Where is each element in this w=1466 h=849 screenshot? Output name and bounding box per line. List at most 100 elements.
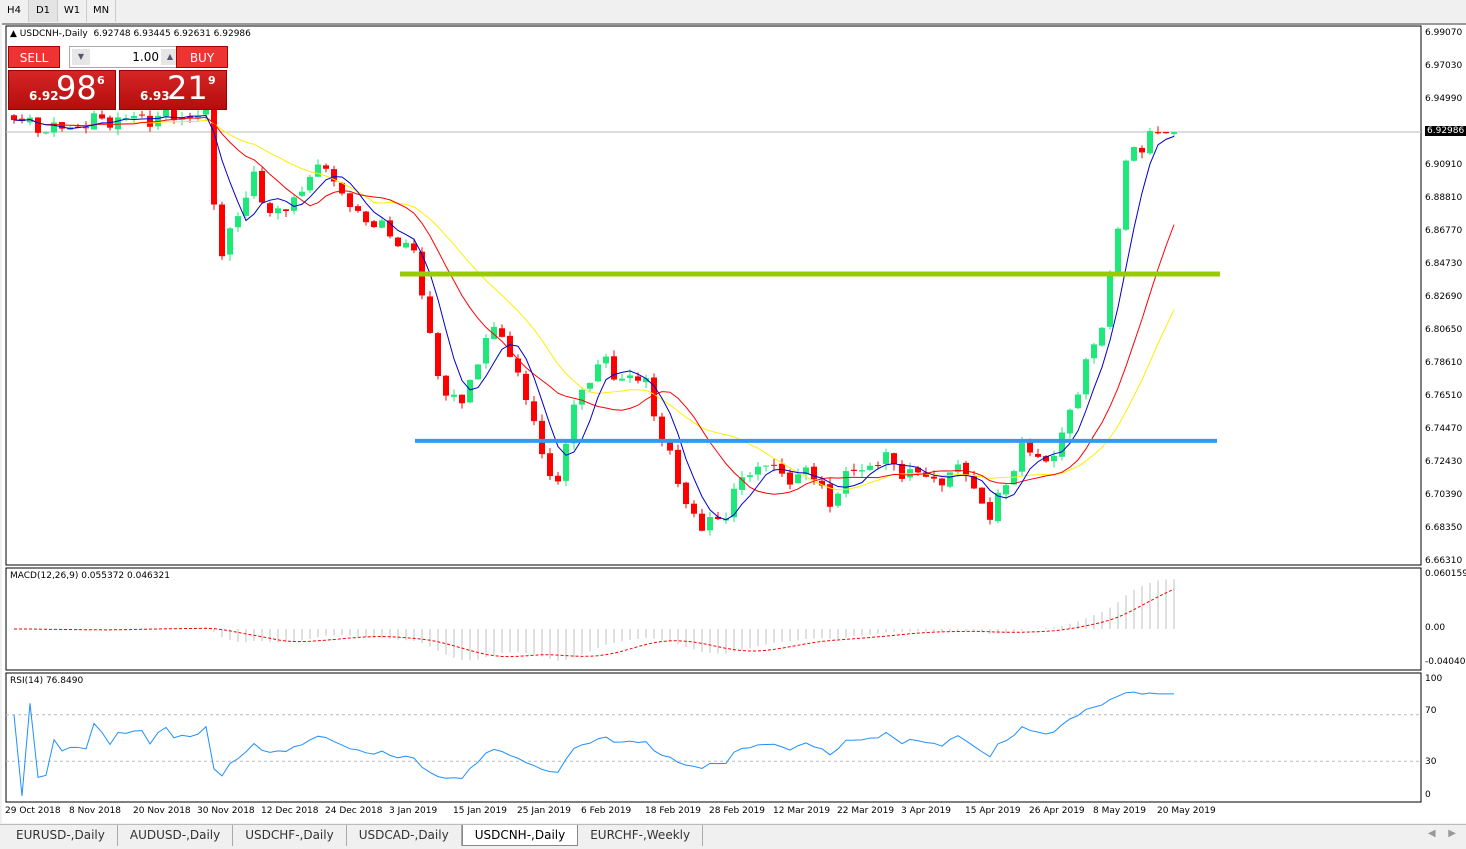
- candle-body: [675, 449, 681, 484]
- candle-body: [507, 335, 513, 357]
- candle-body: [715, 516, 721, 520]
- candle-body: [1115, 228, 1121, 275]
- tab-scroll-arrows-icon[interactable]: ◀ ▶: [1427, 828, 1456, 839]
- candle-body: [843, 471, 849, 494]
- timeframe-d1[interactable]: D1: [29, 0, 58, 22]
- candle-body: [435, 333, 441, 377]
- date-axis-label: 30 Nov 2018: [197, 806, 255, 816]
- chart-tab[interactable]: EURUSD-,Daily: [4, 825, 118, 846]
- candle-body: [795, 474, 801, 484]
- candle-body: [947, 472, 953, 487]
- price-axis-label: 6.68350: [1425, 523, 1463, 533]
- candle-body: [1123, 160, 1129, 230]
- candle-body: [779, 463, 785, 474]
- chart-tab[interactable]: EURCHF-,Weekly: [578, 825, 704, 846]
- date-axis-label: 15 Apr 2019: [965, 806, 1021, 816]
- candle-body: [1099, 327, 1105, 346]
- price-axis-label: 6.66310: [1425, 556, 1463, 566]
- lot-size-input[interactable]: ▼ 1.00 ▲: [69, 46, 182, 68]
- one-click-trading-panel: SELL ▼ 1.00 ▲ BUY 6.92 98 6 6.93 21 9: [8, 46, 228, 110]
- candle-body: [867, 465, 873, 470]
- candle-body: [571, 404, 577, 444]
- candle-body: [35, 117, 41, 133]
- candle-body: [875, 465, 881, 467]
- lot-value[interactable]: 1.00: [132, 50, 159, 64]
- macd-axis-label: -0.040407: [1425, 657, 1466, 667]
- timeframe-w1[interactable]: W1: [58, 0, 87, 22]
- price-axis-label: 6.74470: [1425, 424, 1463, 434]
- candle-body: [11, 115, 17, 121]
- buy-price-button[interactable]: 6.93 21 9: [119, 69, 227, 110]
- candle-body: [355, 206, 361, 211]
- chart-tab[interactable]: USDCHF-,Daily: [233, 825, 347, 846]
- candle-body: [363, 211, 369, 223]
- candle-body: [131, 115, 137, 119]
- candle-body: [1043, 456, 1049, 462]
- candle-body: [219, 204, 225, 257]
- macd-label: MACD(12,26,9) 0.055372 0.046321: [10, 571, 170, 581]
- candle-body: [515, 358, 521, 373]
- date-axis-label: 22 Mar 2019: [837, 806, 895, 816]
- candle-body: [771, 464, 777, 466]
- candle-body: [595, 364, 601, 382]
- chart-tab[interactable]: AUDUSD-,Daily: [118, 825, 234, 846]
- candle-body: [251, 171, 257, 197]
- lot-decrease-icon[interactable]: ▼: [72, 49, 90, 65]
- rsi-axis-label: 100: [1425, 674, 1443, 684]
- macd-axis-label: 0.00: [1425, 623, 1446, 633]
- candle-body: [147, 115, 153, 127]
- chart-tab[interactable]: USDCNH-,Daily: [461, 825, 579, 846]
- rsi-axis-label: 30: [1425, 757, 1437, 767]
- candle-body: [99, 114, 105, 119]
- date-axis-label: 20 May 2019: [1157, 806, 1216, 816]
- candle-body: [539, 420, 545, 455]
- candle-body: [979, 487, 985, 504]
- candle-body: [627, 375, 633, 379]
- candle-body: [931, 476, 937, 479]
- candle-body: [323, 165, 329, 169]
- current-price-label: 6.92986: [1425, 126, 1466, 136]
- candle-body: [915, 467, 921, 473]
- buy-price-pip: 9: [208, 74, 216, 87]
- candle-body: [523, 373, 529, 401]
- date-axis-label: 3 Jan 2019: [389, 806, 438, 816]
- candle-body: [283, 209, 289, 212]
- timeframe-h4[interactable]: H4: [0, 0, 29, 22]
- candle-body: [379, 220, 385, 228]
- candle-body: [899, 463, 905, 479]
- price-axis-label: 6.94990: [1425, 94, 1463, 104]
- sell-button[interactable]: SELL: [8, 46, 60, 68]
- candle-body: [739, 477, 745, 490]
- price-axis-label: 6.70390: [1425, 490, 1463, 500]
- candle-body: [43, 132, 49, 134]
- candle-body: [267, 203, 273, 213]
- candle-body: [1075, 394, 1081, 409]
- candle-body: [163, 109, 169, 117]
- candle-body: [1131, 147, 1137, 161]
- candle-body: [299, 191, 305, 196]
- lot-increase-icon[interactable]: ▲: [161, 49, 179, 65]
- candle-body: [859, 470, 865, 472]
- moving-average-13: [13, 116, 1175, 495]
- candle-body: [203, 106, 209, 115]
- chart-title: ▲ USDCNH-,Daily 6.92748 6.93445 6.92631 …: [10, 29, 251, 39]
- candle-body: [83, 127, 89, 129]
- candle-body: [883, 452, 889, 464]
- price-axis-label: 6.76510: [1425, 391, 1463, 401]
- candle-body: [1059, 432, 1065, 457]
- candle-body: [811, 466, 817, 480]
- moving-average-5: [13, 115, 1175, 521]
- candle-body: [427, 296, 433, 333]
- candle-body: [659, 416, 665, 441]
- candle-body: [787, 472, 793, 485]
- candle-body: [587, 382, 593, 389]
- timeframe-mn[interactable]: MN: [87, 0, 116, 22]
- buy-price-prefix: 6.93: [140, 89, 170, 103]
- chart-tab[interactable]: USDCAD-,Daily: [347, 825, 462, 846]
- buy-button[interactable]: BUY: [176, 46, 228, 68]
- candle-body: [387, 220, 393, 237]
- date-axis-label: 25 Jan 2019: [517, 806, 571, 816]
- sell-price-button[interactable]: 6.92 98 6: [8, 69, 116, 110]
- candle-body: [347, 193, 353, 208]
